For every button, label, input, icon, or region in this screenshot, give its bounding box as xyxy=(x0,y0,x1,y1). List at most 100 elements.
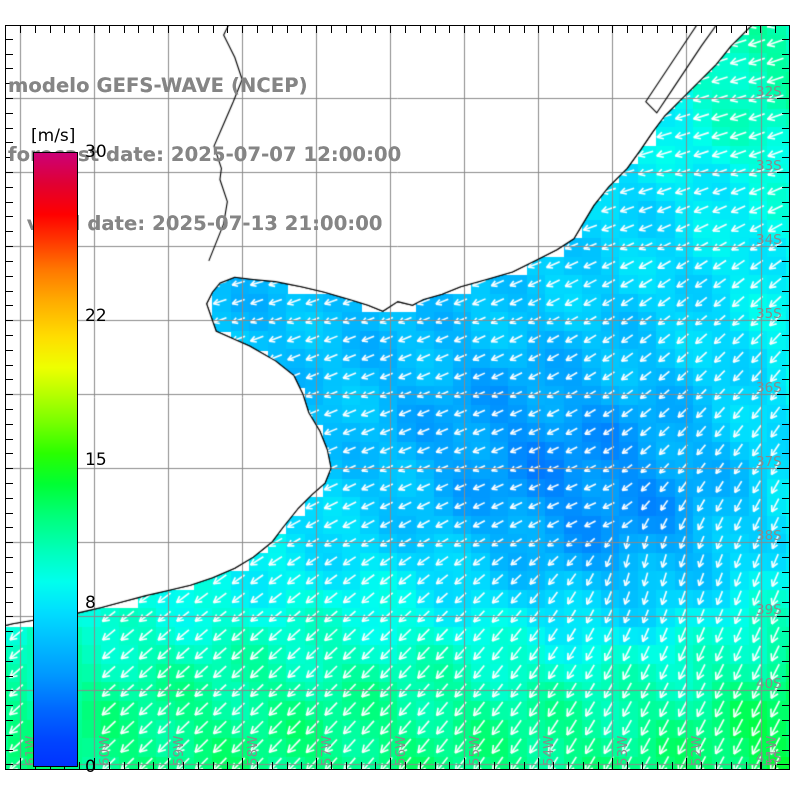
lat-label-33S: 33S xyxy=(756,158,782,175)
axis-tickmark xyxy=(746,762,747,769)
axis-tickmark xyxy=(782,720,789,721)
axis-tickmark xyxy=(420,26,421,33)
axis-tickmark xyxy=(6,690,13,691)
axis-tickmark xyxy=(6,602,13,603)
axis-tickmark xyxy=(64,26,65,33)
axis-major-tick xyxy=(316,758,317,769)
axis-tickmark xyxy=(782,661,789,662)
axis-tickmark xyxy=(109,26,110,33)
axis-tickmark xyxy=(6,113,13,114)
axis-tickmark xyxy=(538,26,539,33)
colorbar-group: [m/s] 30 22 15 8 0 xyxy=(31,126,107,777)
axis-tickmark xyxy=(6,705,13,706)
lon-label-56W: 56W xyxy=(393,735,410,766)
axis-tickmark xyxy=(153,26,154,33)
axis-tickmark xyxy=(242,26,243,33)
axis-tickmark xyxy=(257,762,258,769)
axis-tickmark xyxy=(627,26,628,33)
axis-tickmark xyxy=(524,762,525,769)
axis-tickmark xyxy=(782,498,789,499)
axis-tickmark xyxy=(672,26,673,33)
axis-tickmark xyxy=(598,762,599,769)
chart-title-block: modelo GEFS-WAVE (NCEP) forecast date: 2… xyxy=(8,28,401,281)
axis-tickmark xyxy=(568,26,569,33)
axis-tickmark xyxy=(6,513,13,514)
axis-tickmark xyxy=(782,735,789,736)
colorbar-tick-15: 15 xyxy=(85,449,107,470)
axis-tickmark xyxy=(6,276,13,277)
axis-tickmark xyxy=(746,26,747,33)
axis-tickmark xyxy=(782,142,789,143)
axis-tickmark xyxy=(731,762,732,769)
axis-tickmark xyxy=(782,587,789,588)
axis-tickmark xyxy=(405,26,406,33)
axis-tickmark xyxy=(435,762,436,769)
axis-tickmark xyxy=(257,26,258,33)
axis-tickmark xyxy=(583,26,584,33)
axis-tickmark xyxy=(479,762,480,769)
axis-tickmark xyxy=(6,335,13,336)
axis-tickmark xyxy=(760,26,761,33)
lat-label-34S: 34S xyxy=(756,232,782,249)
axis-tickmark xyxy=(657,26,658,33)
axis-tickmark xyxy=(375,26,376,33)
axis-tickmark xyxy=(775,26,776,33)
axis-tickmark xyxy=(6,379,13,380)
axis-tickmark xyxy=(494,762,495,769)
axis-tickmark xyxy=(375,762,376,769)
axis-tickmark xyxy=(782,602,789,603)
lon-label-55W: 55W xyxy=(467,735,484,766)
axis-tickmark xyxy=(6,587,13,588)
axis-tickmark xyxy=(6,202,13,203)
axis-tickmark xyxy=(6,720,13,721)
axis-tickmark xyxy=(782,750,789,751)
axis-tickmark xyxy=(782,631,789,632)
axis-tickmark xyxy=(782,409,789,410)
axis-tickmark xyxy=(6,498,13,499)
axis-tickmark xyxy=(6,542,13,543)
colorbar-tick-30: 30 xyxy=(85,142,107,162)
axis-tickmark xyxy=(316,26,317,33)
axis-tickmark xyxy=(390,26,391,33)
axis-major-tick xyxy=(686,758,687,769)
axis-tickmark xyxy=(6,483,13,484)
lon-label-54W: 54W xyxy=(541,735,558,766)
axis-tickmark xyxy=(6,661,13,662)
axis-tickmark xyxy=(782,187,789,188)
lon-label-53W: 53W xyxy=(615,735,632,766)
axis-tickmark xyxy=(642,26,643,33)
axis-major-tick xyxy=(168,758,169,769)
axis-tickmark xyxy=(6,409,13,410)
axis-tickmark xyxy=(331,762,332,769)
axis-tickmark xyxy=(6,157,13,158)
axis-tickmark xyxy=(6,54,13,55)
axis-tickmark xyxy=(6,320,13,321)
axis-tickmark xyxy=(782,68,789,69)
axis-tickmark xyxy=(657,762,658,769)
axis-major-tick xyxy=(777,690,789,691)
axis-tickmark xyxy=(301,762,302,769)
axis-tickmark xyxy=(583,762,584,769)
axis-tickmark xyxy=(6,631,13,632)
axis-major-tick xyxy=(777,616,789,617)
axis-tickmark xyxy=(509,26,510,33)
lat-label-36S: 36S xyxy=(756,380,782,397)
colorbar-tick-0: 0 xyxy=(85,757,96,777)
axis-tickmark xyxy=(6,187,13,188)
axis-tickmark xyxy=(553,26,554,33)
axis-tickmark xyxy=(6,453,13,454)
axis-tickmark xyxy=(782,513,789,514)
axis-tickmark xyxy=(361,26,362,33)
axis-tickmark xyxy=(153,762,154,769)
axis-major-tick xyxy=(464,758,465,769)
axis-tickmark xyxy=(782,231,789,232)
axis-tickmark xyxy=(272,762,273,769)
axis-tickmark xyxy=(598,26,599,33)
axis-tickmark xyxy=(420,762,421,769)
axis-tickmark xyxy=(361,762,362,769)
axis-tickmark xyxy=(782,113,789,114)
axis-major-tick xyxy=(612,758,613,769)
axis-tickmark xyxy=(701,26,702,33)
axis-major-tick xyxy=(777,468,789,469)
axis-tickmark xyxy=(79,26,80,33)
